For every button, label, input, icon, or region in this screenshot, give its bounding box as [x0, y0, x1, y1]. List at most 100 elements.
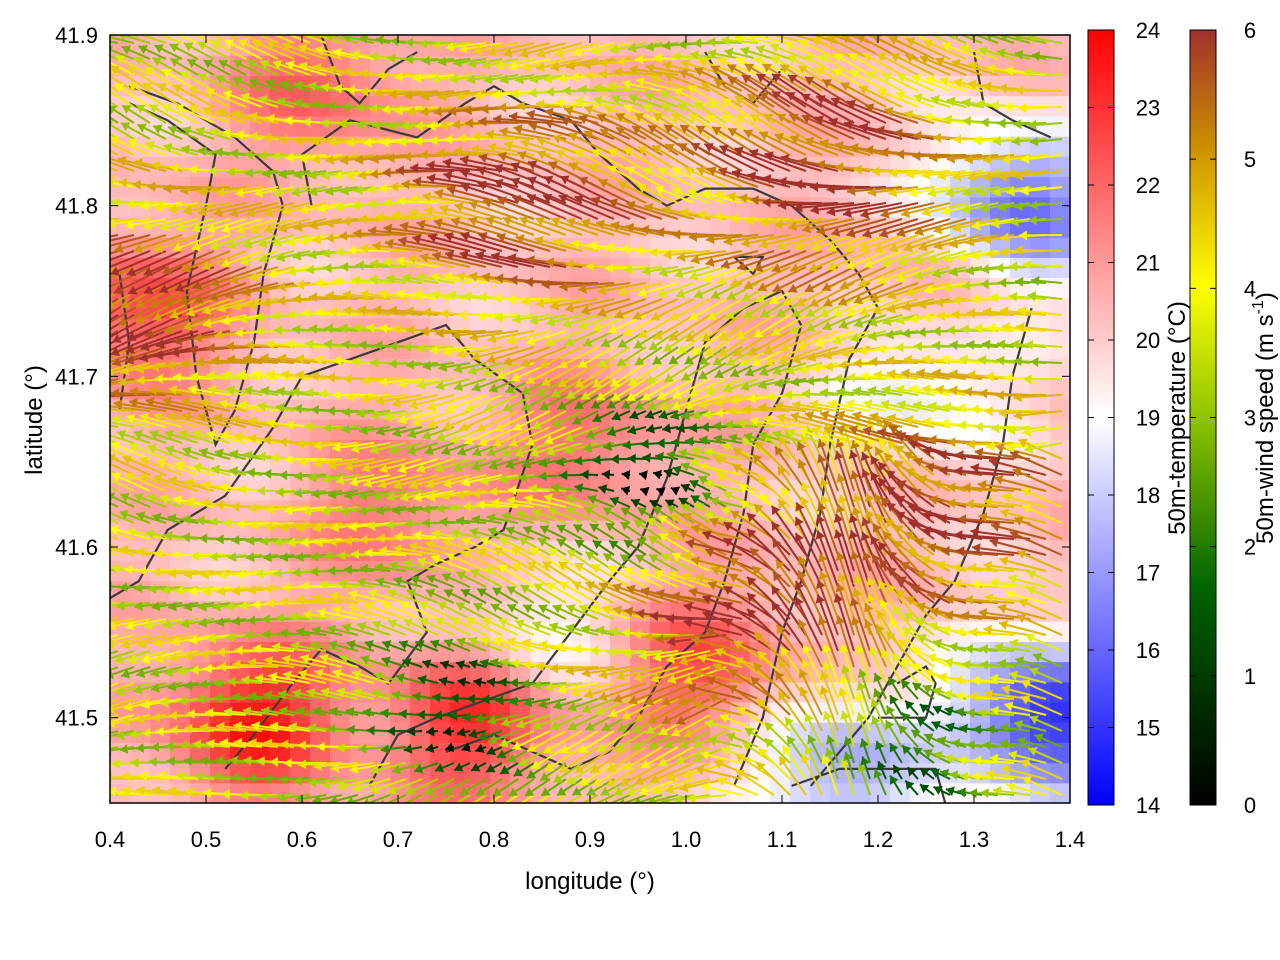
wind-colorbar-title-sup: -1 — [1250, 300, 1267, 314]
wind-colorbar-title-main: 50m-wind speed (m s — [1252, 314, 1279, 543]
heatmap-cell — [350, 722, 371, 743]
heatmap-cell — [350, 419, 371, 440]
temperature-colorbar-tick-label: 16 — [1136, 638, 1160, 663]
x-tick-label: 1.1 — [767, 827, 798, 852]
heatmap-cell — [410, 742, 431, 764]
heatmap-cell — [190, 257, 211, 279]
heatmap-cell — [370, 115, 391, 137]
heatmap-cell — [130, 35, 151, 56]
x-tick-label: 0.4 — [95, 827, 126, 852]
heatmap-cell — [990, 277, 1011, 299]
heatmap-cell — [250, 742, 271, 764]
x-tick-label: 0.9 — [575, 827, 606, 852]
heatmap-cell — [250, 621, 271, 642]
heatmap-cell — [1050, 196, 1070, 218]
x-tick-label: 1.2 — [863, 827, 894, 852]
heatmap-cell — [170, 701, 191, 723]
heatmap-cell — [590, 439, 611, 461]
heatmap-cell — [230, 499, 251, 521]
heatmap-cell — [710, 782, 731, 803]
heatmap-cell — [450, 499, 471, 521]
y-tick-label: 41.7 — [55, 364, 98, 389]
temperature-colorbar-tick-label: 21 — [1136, 251, 1160, 276]
heatmap-cell — [390, 681, 411, 703]
heatmap-cell — [510, 722, 531, 743]
heatmap-cell — [490, 621, 511, 642]
heatmap-cell — [270, 95, 291, 117]
heatmap-cell — [1050, 95, 1070, 117]
temperature-colorbar-tick-label: 24 — [1136, 18, 1160, 43]
wind-colorbar-title-close: ) — [1252, 292, 1279, 300]
heatmap-cell — [410, 701, 431, 723]
temperature-colorbar-tick-label: 17 — [1136, 561, 1160, 586]
heatmap-cell — [270, 459, 291, 481]
heatmap-cell — [430, 762, 451, 784]
heatmap-cell — [1050, 681, 1070, 703]
heatmap-cell — [1050, 317, 1070, 339]
heatmap-cell — [1050, 237, 1070, 258]
heatmap-cell — [270, 600, 291, 622]
heatmap-cell — [1050, 35, 1070, 56]
heatmap-cell — [370, 701, 391, 723]
heatmap-cell — [1050, 459, 1070, 481]
heatmap-cell — [310, 479, 331, 501]
heatmap-cell — [430, 681, 451, 703]
heatmap-cell — [270, 499, 291, 521]
heatmap-cell — [310, 419, 331, 440]
heatmap-cell — [350, 742, 371, 764]
heatmap-cell — [870, 782, 891, 803]
heatmap-cell — [290, 378, 311, 400]
heatmap-cell — [270, 782, 291, 803]
heatmap-cell — [1050, 156, 1070, 178]
heatmap-cell — [1030, 398, 1051, 420]
heatmap-cell — [230, 338, 251, 359]
heatmap-cell — [1030, 600, 1051, 622]
heatmap-cell — [970, 378, 991, 400]
heatmap-cell — [230, 520, 251, 541]
heatmap-cell — [610, 398, 631, 420]
heatmap-cell — [230, 115, 251, 137]
y-tick-label: 41.5 — [55, 706, 98, 731]
heatmap-cell — [1030, 75, 1051, 97]
heatmap-cell — [190, 540, 211, 562]
heatmap-cell — [530, 419, 551, 440]
temperature-colorbar-tick-label: 18 — [1136, 483, 1160, 508]
x-tick-label: 1.4 — [1055, 827, 1086, 852]
wind-colorbar-tick-label: 5 — [1244, 147, 1256, 172]
x-axis-title: longitude (°) — [525, 868, 655, 895]
heatmap-cell — [170, 722, 191, 743]
temperature-colorbar-tick-label: 15 — [1136, 716, 1160, 741]
heatmap-cell — [210, 520, 231, 541]
y-tick-label: 41.9 — [55, 23, 98, 48]
heatmap-cell — [450, 398, 471, 420]
temperature-colorbar-tick-label: 22 — [1136, 173, 1160, 198]
heatmap-cell — [1050, 75, 1070, 97]
heatmap-cell — [950, 419, 971, 440]
heatmap-cell — [1010, 621, 1031, 642]
heatmap-cell — [230, 55, 251, 77]
heatmap-cell — [1050, 419, 1070, 440]
heatmap-cell — [510, 641, 531, 663]
heatmap-cell — [170, 156, 191, 178]
temperature-colorbar-title: 50m-temperature (°C) — [1164, 301, 1191, 535]
heatmap-cell — [270, 338, 291, 359]
heatmap-cell — [990, 115, 1011, 137]
x-tick-label: 0.7 — [383, 827, 414, 852]
heatmap-cell — [330, 419, 351, 440]
heatmap-cell — [330, 742, 351, 764]
heatmap-cell — [390, 782, 411, 803]
y-tick-label: 41.8 — [55, 194, 98, 219]
heatmap-cell — [830, 782, 851, 803]
heatmap-cell — [430, 742, 451, 764]
heatmap-cell — [930, 701, 951, 723]
heatmap-cell — [190, 701, 211, 723]
heatmap-cell — [230, 237, 251, 258]
heatmap-cell — [390, 621, 411, 642]
x-tick-label: 0.6 — [287, 827, 318, 852]
x-tick-label: 1.3 — [959, 827, 990, 852]
heatmap-cell — [350, 196, 371, 218]
x-tick-label: 0.5 — [191, 827, 222, 852]
x-tick-label: 0.8 — [479, 827, 510, 852]
